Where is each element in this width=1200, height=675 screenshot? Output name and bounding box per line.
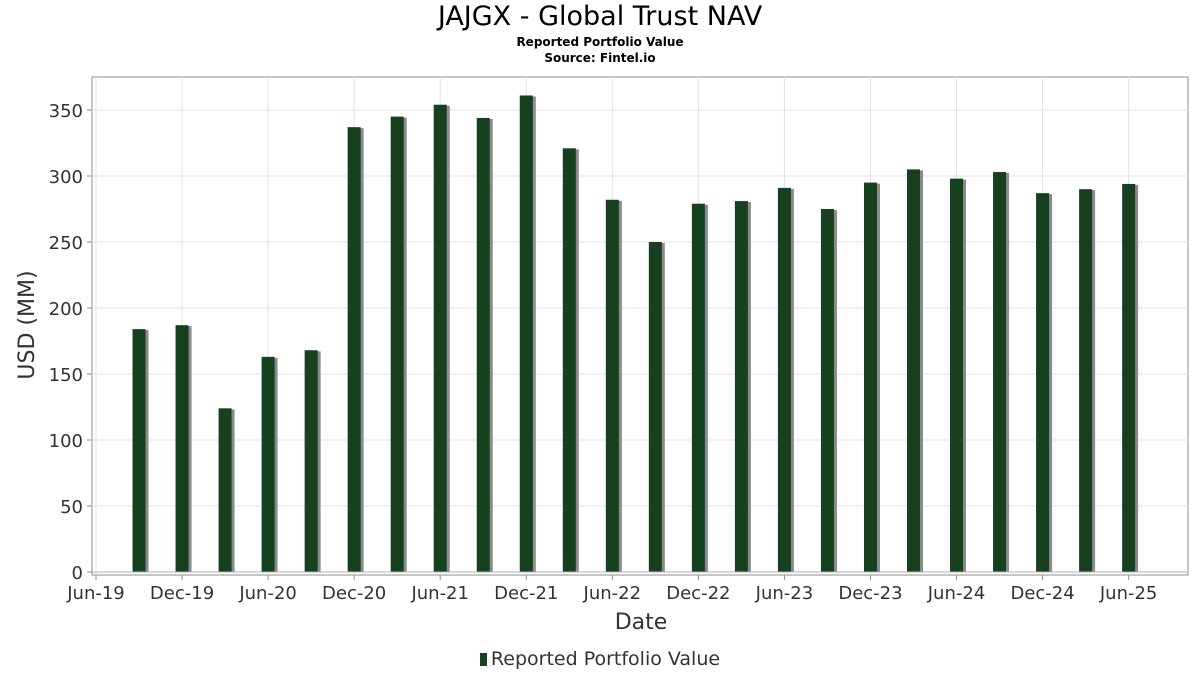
bar (820, 209, 834, 572)
bar (691, 203, 705, 572)
y-tick-label: 100 (49, 431, 83, 452)
y-tick-label: 350 (49, 101, 83, 122)
bar (132, 329, 146, 572)
bar (304, 350, 318, 572)
x-tick-label: Jun-25 (1099, 583, 1158, 604)
legend-swatch (479, 653, 487, 666)
chart-title: JAJGX - Global Trust NAV (437, 1, 763, 32)
x-tick-label: Jun-23 (755, 583, 814, 604)
bar (648, 242, 662, 572)
bar (1036, 193, 1050, 572)
chart-source: Source: Fintel.io (544, 51, 656, 65)
x-tick-label: Dec-22 (666, 583, 730, 604)
x-tick-label: Jun-19 (66, 583, 125, 604)
y-tick-label: 300 (49, 167, 83, 188)
x-tick-label: Jun-20 (238, 583, 297, 604)
x-tick-label: Dec-21 (494, 583, 558, 604)
y-tick-label: 0 (72, 563, 83, 584)
bar (734, 201, 748, 572)
bar (950, 178, 964, 572)
y-tick-label: 150 (49, 365, 83, 386)
chart-subtitle: Reported Portfolio Value (516, 35, 684, 49)
bar (390, 116, 404, 572)
y-axis-label: USD (MM) (15, 270, 40, 379)
y-tick-label: 50 (60, 497, 83, 518)
bar (433, 104, 447, 572)
x-tick-label: Jun-22 (583, 583, 642, 604)
plot-area (91, 76, 1189, 576)
bar (907, 169, 920, 572)
x-tick-label: Dec-23 (838, 583, 902, 604)
x-tick-label: Jun-21 (410, 583, 469, 604)
bar (1079, 189, 1093, 572)
bar (175, 325, 189, 572)
x-tick-label: Jun-24 (927, 583, 986, 604)
bar (777, 187, 791, 572)
bar (863, 182, 877, 572)
legend: Reported Portfolio Value (0, 648, 1200, 670)
bar (562, 148, 576, 572)
x-axis-label: Date (615, 610, 668, 635)
x-tick-label: Dec-20 (322, 583, 386, 604)
bar (993, 172, 1007, 573)
x-tick-label: Dec-24 (1010, 583, 1074, 604)
bar (218, 408, 232, 572)
bar (1122, 183, 1136, 573)
bar (605, 199, 619, 572)
bar (519, 95, 533, 572)
bar (261, 356, 275, 572)
bar (347, 127, 361, 572)
x-tick-label: Dec-19 (150, 583, 214, 604)
bar (476, 117, 490, 573)
legend-label: Reported Portfolio Value (490, 648, 721, 670)
y-tick-label: 200 (49, 299, 83, 320)
y-tick-label: 250 (49, 233, 83, 254)
